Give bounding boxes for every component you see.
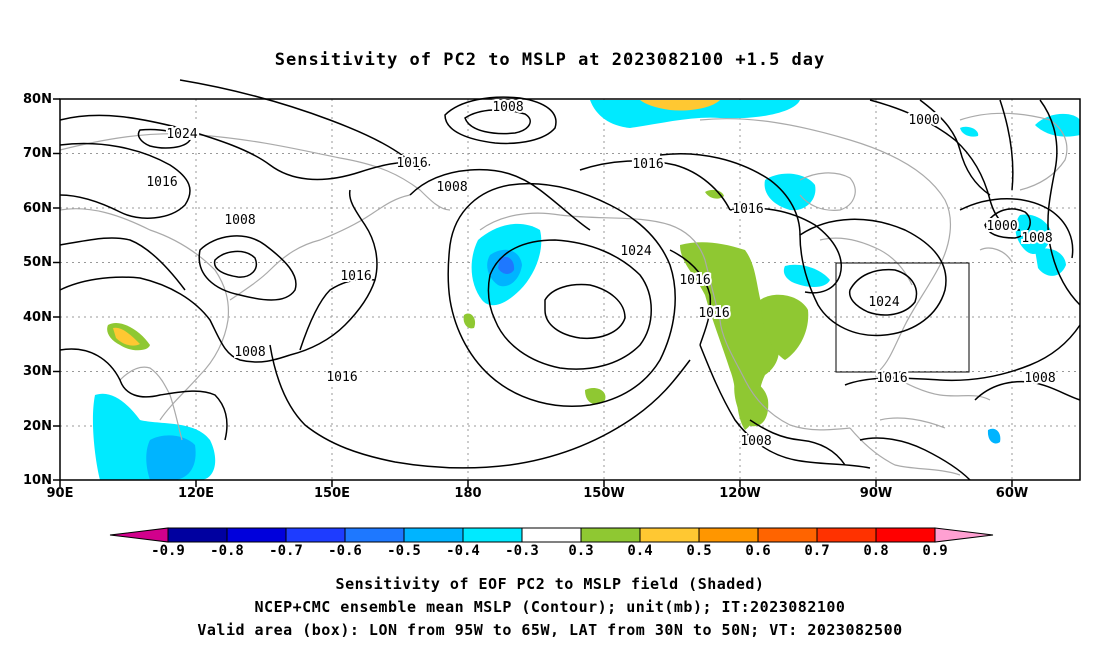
colorbar bbox=[109, 527, 994, 543]
mslp-contours bbox=[59, 79, 1081, 481]
shading-blob-atlantic-east bbox=[1035, 248, 1066, 276]
colorbar-label: -0.6 bbox=[328, 543, 362, 559]
lon-label-90w: 90W bbox=[859, 486, 893, 501]
shading-blob-greenland bbox=[1035, 113, 1080, 137]
colorbar-arrow-high bbox=[934, 527, 994, 543]
colorbar-swatch bbox=[226, 527, 287, 543]
contour-label: 1008 bbox=[224, 213, 255, 228]
colorbar-swatch bbox=[403, 527, 464, 543]
colorbar-label: -0.5 bbox=[387, 543, 421, 559]
colorbar-swatch bbox=[521, 527, 582, 543]
colorbar-swatch bbox=[816, 527, 877, 543]
lon-label-120e: 120E bbox=[177, 486, 215, 501]
axis-ticks bbox=[53, 98, 1013, 487]
contour-label: 1016 bbox=[732, 202, 763, 217]
lon-label-180: 180 bbox=[454, 486, 482, 501]
lat-label-20n: 20N bbox=[23, 419, 52, 434]
contour-label: 1000 bbox=[908, 113, 939, 128]
lon-label-150e: 150E bbox=[313, 486, 351, 501]
colorbar-swatch bbox=[167, 527, 228, 543]
contour-label: 1008 bbox=[436, 180, 467, 195]
lat-label-10n: 10N bbox=[23, 473, 52, 488]
contour-label: 1008 bbox=[1024, 371, 1055, 386]
shading-blob-rockies bbox=[760, 294, 809, 360]
shading-blob-aleutian-green bbox=[463, 313, 476, 329]
caption-line-2: NCEP+CMC ensemble mean MSLP (Contour); u… bbox=[254, 598, 846, 616]
lat-label-50n: 50N bbox=[23, 255, 52, 270]
shading-blob-mexico bbox=[734, 378, 769, 427]
lon-label-150w: 150W bbox=[583, 486, 625, 501]
contour-label: 1024 bbox=[166, 127, 197, 142]
coastlines bbox=[59, 112, 1068, 476]
colorbar-label: -0.8 bbox=[210, 543, 244, 559]
colorbar-swatch bbox=[580, 527, 641, 543]
colorbar-label: 0.9 bbox=[922, 543, 948, 559]
lat-label-70n: 70N bbox=[23, 146, 52, 161]
map-frame bbox=[59, 98, 1081, 481]
contour-label: 1016 bbox=[146, 175, 177, 190]
contour-label: 1016 bbox=[876, 371, 907, 386]
colorbar-swatch bbox=[344, 527, 405, 543]
contour-label: 1016 bbox=[632, 157, 663, 172]
contour-labels: 1024 1016 1008 1008 1016 1008 1016 1008 1016 1024… bbox=[144, 98, 1057, 451]
lon-label-120w: 120W bbox=[719, 486, 761, 501]
shading-blob-atlantic-south bbox=[987, 428, 1001, 444]
lon-label-60w: 60W bbox=[995, 486, 1029, 501]
shading-blob-atlantic bbox=[1015, 214, 1052, 255]
colorbar-label: 0.8 bbox=[863, 543, 889, 559]
caption-line-3: Valid area (box): LON from 95W to 65W, L… bbox=[197, 621, 903, 639]
shading-blob-south-china-core bbox=[146, 435, 196, 480]
colorbar-label: 0.4 bbox=[627, 543, 653, 559]
colorbar-swatch bbox=[639, 527, 700, 543]
shading-blob-arctic bbox=[590, 100, 800, 128]
colorbar-swatch bbox=[285, 527, 346, 543]
contour-label: 1008 bbox=[740, 434, 771, 449]
lat-label-60n: 60N bbox=[23, 201, 52, 216]
contour-label: 1008 bbox=[1021, 231, 1052, 246]
caption-line-1: Sensitivity of EOF PC2 to MSLP field (Sh… bbox=[335, 575, 765, 593]
contour-label: 1016 bbox=[326, 370, 357, 385]
colorbar-label: 0.5 bbox=[686, 543, 712, 559]
shading-blob-siberia bbox=[960, 126, 979, 137]
sensitivity-shading bbox=[92, 100, 1080, 480]
contour-label: 1024 bbox=[868, 295, 899, 310]
lat-label-80n: 80N bbox=[23, 92, 52, 107]
valid-area-box bbox=[835, 262, 970, 373]
lat-label-40n: 40N bbox=[23, 310, 52, 325]
contour-label: 1000 bbox=[986, 219, 1017, 234]
contour-label: 1016 bbox=[679, 273, 710, 288]
shading-blob-alaska-green bbox=[705, 189, 724, 199]
shading-blob-tibet-core bbox=[113, 327, 140, 346]
contour-label: 1024 bbox=[620, 244, 651, 259]
contour-label: 1016 bbox=[698, 306, 729, 321]
colorbar-label: -0.3 bbox=[505, 543, 539, 559]
colorbar-arrow-low bbox=[109, 527, 169, 543]
colorbar-label: -0.9 bbox=[151, 543, 185, 559]
colorbar-swatch bbox=[757, 527, 818, 543]
shading-blob-pacific-small bbox=[585, 388, 606, 405]
contour-label: 1016 bbox=[396, 156, 427, 171]
map-grid bbox=[60, 99, 1080, 480]
colorbar-label: 0.6 bbox=[745, 543, 771, 559]
colorbar-swatch bbox=[462, 527, 523, 543]
colorbar-label: 0.3 bbox=[568, 543, 594, 559]
colorbar-swatch bbox=[698, 527, 759, 543]
shading-blob-arctic-yellow bbox=[640, 100, 720, 111]
colorbar-label: -0.7 bbox=[269, 543, 303, 559]
lon-label-90e: 90E bbox=[46, 486, 74, 501]
shading-blob-hudson bbox=[764, 173, 816, 211]
colorbar-swatch bbox=[875, 527, 936, 543]
colorbar-label: 0.7 bbox=[804, 543, 830, 559]
contour-label: 1008 bbox=[234, 345, 265, 360]
contour-label: 1008 bbox=[492, 100, 523, 115]
colorbar-label: -0.4 bbox=[446, 543, 480, 559]
map-title: Sensitivity of PC2 to MSLP at 2023082100… bbox=[274, 50, 826, 70]
lat-label-30n: 30N bbox=[23, 364, 52, 379]
shading-blob-bering-center bbox=[498, 256, 515, 274]
contour-label: 1016 bbox=[340, 269, 371, 284]
